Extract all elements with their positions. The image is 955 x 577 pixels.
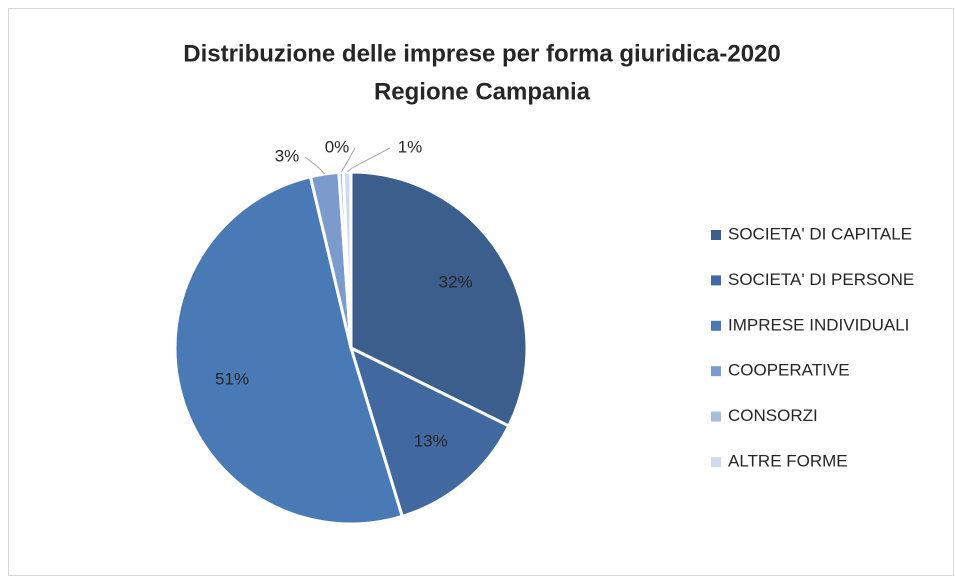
legend-swatch bbox=[711, 320, 721, 331]
chart-title: Distribuzione delle imprese per forma gi… bbox=[183, 40, 781, 67]
data-label: 32% bbox=[439, 272, 473, 291]
data-label: 51% bbox=[215, 370, 249, 389]
legend-label: COOPERATIVE bbox=[728, 361, 850, 380]
legend-label: SOCIETA' DI PERSONE bbox=[728, 270, 914, 289]
leader-line bbox=[346, 147, 391, 173]
legend-label: ALTRE FORME bbox=[728, 451, 848, 470]
data-label: 0% bbox=[325, 137, 350, 156]
legend-swatch bbox=[711, 230, 721, 240]
legend-label: SOCIETA' DI CAPITALE bbox=[728, 224, 912, 243]
legend-label: CONSORZI bbox=[728, 406, 818, 425]
chart-title: Regione Campania bbox=[374, 78, 591, 105]
data-label: 1% bbox=[398, 137, 423, 156]
pie-slice bbox=[349, 170, 529, 428]
data-label: 3% bbox=[275, 146, 300, 165]
leader-line bbox=[340, 147, 356, 173]
legend-swatch bbox=[711, 457, 721, 467]
legend-swatch bbox=[711, 275, 721, 286]
legend-swatch bbox=[711, 411, 721, 422]
data-label: 13% bbox=[414, 431, 448, 450]
legend-label: IMPRESE INDIVIDUALI bbox=[728, 315, 909, 334]
leader-line bbox=[304, 156, 325, 175]
legend-swatch bbox=[711, 366, 721, 377]
pie-slice bbox=[173, 174, 405, 526]
